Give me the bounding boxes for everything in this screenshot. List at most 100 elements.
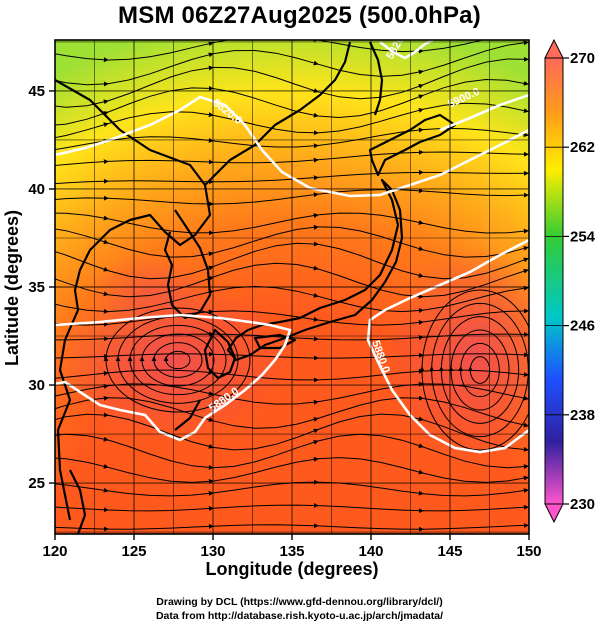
streamline [422, 56, 529, 86]
streamline [528, 28, 549, 30]
streamline [107, 331, 214, 340]
streamline [422, 308, 529, 323]
streamline [317, 40, 424, 54]
streamline [212, 140, 319, 149]
streamline [107, 466, 214, 484]
x-tick-label: 135 [279, 543, 304, 560]
colorbar-ticks: 270 262 254 246 238 230 [545, 50, 596, 513]
streamline [107, 242, 214, 258]
streamline [107, 276, 214, 298]
streamline [317, 525, 424, 532]
streamline [422, 419, 529, 452]
y-tick-label: 25 [28, 475, 45, 492]
streamline [107, 289, 214, 313]
streamline [422, 40, 529, 72]
contour-5880-west [55, 313, 292, 442]
streamline [212, 417, 319, 429]
streamline [422, 245, 529, 258]
coast-honshu [226, 178, 404, 362]
streamline [212, 213, 319, 234]
streamline [212, 175, 319, 183]
streamline [212, 224, 319, 254]
streamline [107, 397, 214, 422]
warm-core-east [385, 245, 529, 465]
streamline [212, 479, 319, 494]
streamline [317, 413, 424, 430]
streamline [422, 472, 529, 483]
streamline [212, 428, 319, 451]
streamline [107, 85, 214, 113]
streamline [107, 351, 214, 357]
contour-5820-north [55, 95, 529, 198]
streamline [317, 505, 424, 514]
streamline [422, 222, 529, 234]
coast-china-korea [55, 79, 212, 521]
streamline [212, 523, 319, 529]
coast-ryukyu-taiwan [69, 399, 201, 534]
streamline [317, 226, 424, 251]
y-tick-label: 45 [28, 83, 45, 100]
streamline [212, 439, 319, 469]
streamline [107, 506, 214, 512]
streamline [318, 352, 424, 359]
y-axis-ticks: 25 30 35 40 45 [28, 83, 55, 492]
streamline [317, 335, 424, 341]
streamline [422, 257, 529, 280]
y-tick-label: 40 [28, 181, 45, 198]
colorbar-label: 246 [570, 318, 595, 335]
coast-russia [204, 41, 352, 186]
colorbar-label: 238 [570, 407, 595, 424]
x-tick-label: 125 [121, 543, 146, 560]
colorbar-bottom-arrow [544, 503, 564, 524]
streamline [422, 488, 529, 497]
streamline [212, 49, 319, 66]
streamline [212, 456, 319, 482]
x-axis-title: Longitude (degrees) [205, 559, 378, 579]
streamline [422, 268, 529, 298]
streamline [212, 393, 319, 405]
streamline [212, 66, 319, 93]
streamline [317, 243, 424, 278]
streamline [422, 522, 529, 530]
streamline [422, 190, 529, 198]
streamline [107, 41, 214, 61]
coast-sakhalin [368, 41, 384, 116]
credit-drawing: Drawing by DCL (https://www.gfd-dennou.o… [156, 596, 443, 608]
streamline [422, 78, 529, 96]
streamline [107, 414, 214, 449]
streamline [107, 197, 214, 207]
x-tick-label: 120 [42, 543, 67, 560]
streamline [107, 523, 214, 530]
streamline [212, 114, 319, 136]
credit-data: Data from http://database.rish.kyoto-u.a… [155, 610, 444, 622]
streamline [107, 179, 214, 185]
contour-5880-east [366, 238, 529, 454]
streamline [422, 446, 529, 470]
contour-5820-northeast [379, 40, 434, 60]
streamline [422, 504, 529, 512]
colorbar-label: 230 [570, 496, 595, 513]
colorbar-label: 254 [570, 228, 596, 245]
x-tick-label: 130 [200, 543, 225, 560]
streamline [422, 170, 529, 176]
x-tick-label: 150 [516, 543, 541, 560]
streamline [422, 151, 529, 157]
x-axis-ticks: 120 125 130 135 140 145 150 [42, 534, 542, 560]
coastlines [55, 41, 457, 534]
streamline [422, 285, 529, 311]
streamline [212, 241, 319, 268]
map-plot-area: 5820.0 5820.0 5900.0 5880.0 5880.0 [55, 28, 549, 534]
streamline [107, 136, 214, 143]
streamline [317, 395, 424, 419]
streamline [317, 433, 424, 449]
contour-5880-north [439, 93, 529, 132]
streamline [317, 107, 424, 134]
streamline [422, 102, 529, 114]
colorbar-top-arrow [544, 38, 564, 59]
x-tick-label: 145 [437, 543, 462, 560]
streamline [107, 439, 214, 470]
streamline [317, 368, 424, 381]
streamline [317, 457, 424, 475]
map-title: MSM 06Z27Aug2025 (500.0hPa) [118, 2, 481, 29]
